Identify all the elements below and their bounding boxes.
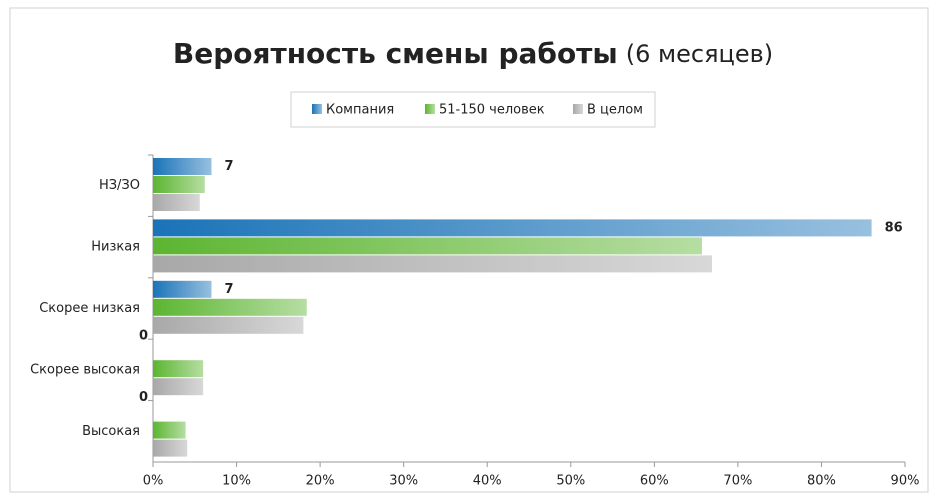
legend-swatch bbox=[425, 104, 435, 114]
bar bbox=[153, 176, 205, 193]
data-label: 7 bbox=[224, 159, 233, 174]
bar bbox=[153, 194, 200, 211]
bar bbox=[153, 280, 212, 298]
x-tick-label: 30% bbox=[389, 474, 418, 489]
bar bbox=[153, 158, 212, 175]
y-tick-label: Низкая bbox=[91, 240, 140, 255]
legend-label: Компания bbox=[326, 103, 394, 118]
chart-heading: Вероятность смены работы (6 месяцев) bbox=[173, 37, 773, 70]
legend-box bbox=[290, 91, 656, 128]
bar bbox=[153, 298, 307, 316]
legend-swatch bbox=[312, 104, 322, 114]
chart-subtitle: (6 месяцев) bbox=[626, 40, 773, 68]
legend-label: 51-150 человек bbox=[439, 103, 545, 118]
bar bbox=[153, 237, 702, 255]
bar bbox=[153, 360, 204, 378]
bar bbox=[153, 421, 186, 439]
chart-title: Вероятность смены работы bbox=[173, 37, 618, 70]
bar bbox=[153, 255, 712, 273]
x-tick-label: 70% bbox=[723, 474, 752, 489]
data-label: 86 bbox=[885, 220, 903, 235]
data-label: 0 bbox=[139, 390, 148, 405]
x-tick-label: 40% bbox=[473, 474, 502, 489]
x-tick-label: 20% bbox=[306, 474, 335, 489]
y-tick-label: Скорее высокая bbox=[30, 362, 140, 377]
bar bbox=[153, 378, 204, 396]
x-tick-label: 0% bbox=[143, 474, 164, 489]
bar bbox=[153, 439, 188, 457]
data-label: 0 bbox=[139, 329, 148, 344]
bar bbox=[153, 316, 304, 334]
x-tick-label: 60% bbox=[640, 474, 669, 489]
x-tick-label: 90% bbox=[891, 474, 920, 489]
x-tick-label: 80% bbox=[807, 474, 836, 489]
x-tick-label: 50% bbox=[556, 474, 585, 489]
bar bbox=[153, 219, 872, 237]
y-tick-label: НЗ/ЗО bbox=[99, 178, 140, 193]
legend-swatch bbox=[573, 104, 583, 114]
x-tick-label: 10% bbox=[222, 474, 251, 489]
y-tick-label: Скорее низкая bbox=[39, 301, 140, 316]
y-tick-label: Высокая bbox=[82, 424, 140, 439]
legend-label: В целом bbox=[587, 103, 643, 118]
data-label: 7 bbox=[224, 282, 233, 297]
